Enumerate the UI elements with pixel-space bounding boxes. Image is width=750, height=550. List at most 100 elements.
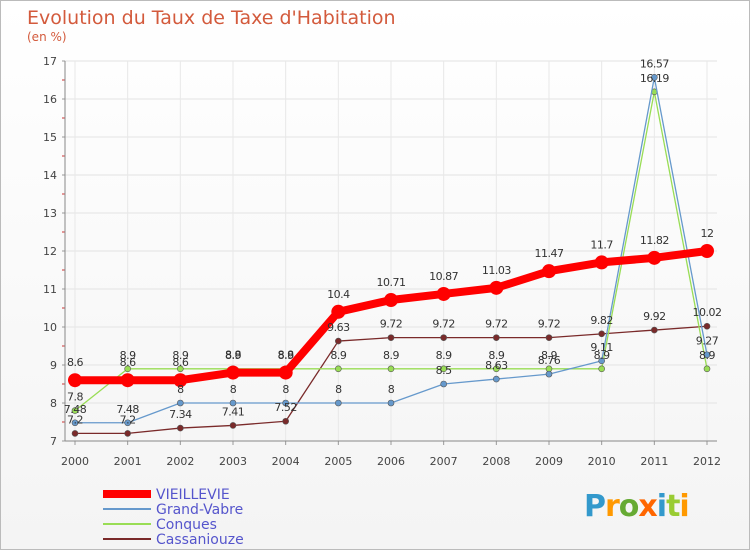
data-point <box>594 255 609 270</box>
data-label: 9.72 <box>485 318 508 331</box>
logo-letter: x <box>638 489 657 524</box>
data-label: 8.5 <box>436 364 452 377</box>
chart-title: Evolution du Taux de Taxe d'Habitation <box>27 7 396 29</box>
data-point <box>71 430 79 437</box>
proxiti-logo: Proxiti <box>584 489 690 524</box>
data-label: 9.27 <box>696 335 719 348</box>
y-tick-label: 13 <box>43 207 57 220</box>
data-point <box>120 373 135 388</box>
logo-letter: i <box>656 489 667 524</box>
data-label: 8.9 <box>594 349 610 362</box>
logo-letter: i <box>679 489 689 524</box>
data-label: 8.63 <box>485 359 508 372</box>
data-point <box>177 365 184 373</box>
y-tick-label: 14 <box>43 169 57 182</box>
y-tick-label: 17 <box>43 55 57 68</box>
data-label: 10.87 <box>429 270 458 283</box>
data-point <box>384 293 398 308</box>
data-label: 8.9 <box>699 349 715 362</box>
x-tick-label: 2003 <box>219 455 247 468</box>
data-label: 11.82 <box>640 234 669 247</box>
data-point <box>440 365 447 373</box>
data-point <box>489 280 504 295</box>
data-label: 8.8 <box>225 349 241 362</box>
data-point <box>651 74 658 81</box>
chart-subtitle: (en %) <box>27 30 67 44</box>
data-label: 16.19 <box>640 72 669 85</box>
data-label: 7.34 <box>169 408 192 421</box>
data-point <box>124 365 131 373</box>
data-point <box>71 407 79 414</box>
data-label: 10.71 <box>377 276 406 289</box>
y-tick-label: 12 <box>43 245 57 258</box>
data-label: 8 <box>177 383 184 396</box>
data-point <box>282 417 289 425</box>
x-tick-label: 2009 <box>535 455 563 468</box>
data-label: 7.2 <box>120 413 136 426</box>
x-tick-label: 2002 <box>166 455 194 468</box>
data-label: 8 <box>230 383 237 396</box>
data-label: 7.48 <box>64 403 87 416</box>
data-point <box>173 373 188 388</box>
data-point <box>124 430 131 437</box>
data-label: 8 <box>282 383 289 396</box>
data-label: 8.6 <box>67 356 83 369</box>
data-label: 8.9 <box>278 349 294 362</box>
legend-label: Conques <box>156 517 217 533</box>
data-point <box>440 334 447 341</box>
x-tick-label: 2011 <box>640 455 668 468</box>
data-label: 8.9 <box>383 349 399 362</box>
data-label: 8.9 <box>225 349 241 362</box>
data-label: 9.72 <box>380 318 403 331</box>
data-label: 9.72 <box>432 318 455 331</box>
data-point <box>335 399 342 407</box>
data-label: 8.8 <box>278 349 294 362</box>
data-point <box>700 244 714 258</box>
x-tick-label: 2004 <box>272 455 300 468</box>
x-tick-label: 2000 <box>61 455 89 468</box>
data-point <box>387 399 395 407</box>
data-label: 8.9 <box>541 349 557 362</box>
x-tick-label: 2008 <box>482 455 510 468</box>
data-label: 16.57 <box>640 57 669 70</box>
data-point <box>229 399 237 407</box>
data-point <box>493 375 500 383</box>
data-label: 8.9 <box>488 349 504 362</box>
data-label: 9.92 <box>643 310 666 323</box>
data-point <box>177 424 184 432</box>
x-tick-label: 2005 <box>324 455 352 468</box>
data-label: 9.63 <box>327 321 350 334</box>
x-tick-label: 2007 <box>430 455 458 468</box>
logo-letter: o <box>618 489 640 524</box>
data-point <box>68 373 82 388</box>
data-point <box>598 330 605 338</box>
data-point <box>598 357 605 365</box>
data-point <box>703 365 711 373</box>
data-point <box>651 326 658 334</box>
y-tick-label: 7 <box>50 435 57 448</box>
data-point <box>703 322 711 330</box>
legend-label: Cassaniouze <box>156 532 244 548</box>
data-label: 10.02 <box>693 306 722 319</box>
data-point <box>545 334 553 341</box>
legend-label: Grand-Vabre <box>156 502 243 518</box>
data-label: 8 <box>335 383 342 396</box>
y-tick-label: 15 <box>43 131 57 144</box>
data-point <box>335 365 342 373</box>
logo-letter: t <box>666 489 680 524</box>
data-point <box>331 304 346 319</box>
data-point <box>335 337 342 345</box>
data-label: 8.9 <box>436 349 452 362</box>
data-label: 9.72 <box>538 318 561 331</box>
data-point <box>387 365 395 373</box>
y-tick-label: 10 <box>43 321 57 334</box>
data-label: 8 <box>388 383 395 396</box>
data-point <box>545 370 553 378</box>
data-point <box>647 250 662 265</box>
y-tick-label: 16 <box>43 93 57 106</box>
data-point <box>71 419 79 427</box>
data-point <box>493 334 500 341</box>
data-label: 7.2 <box>67 413 83 426</box>
data-label: 8.9 <box>172 349 188 362</box>
